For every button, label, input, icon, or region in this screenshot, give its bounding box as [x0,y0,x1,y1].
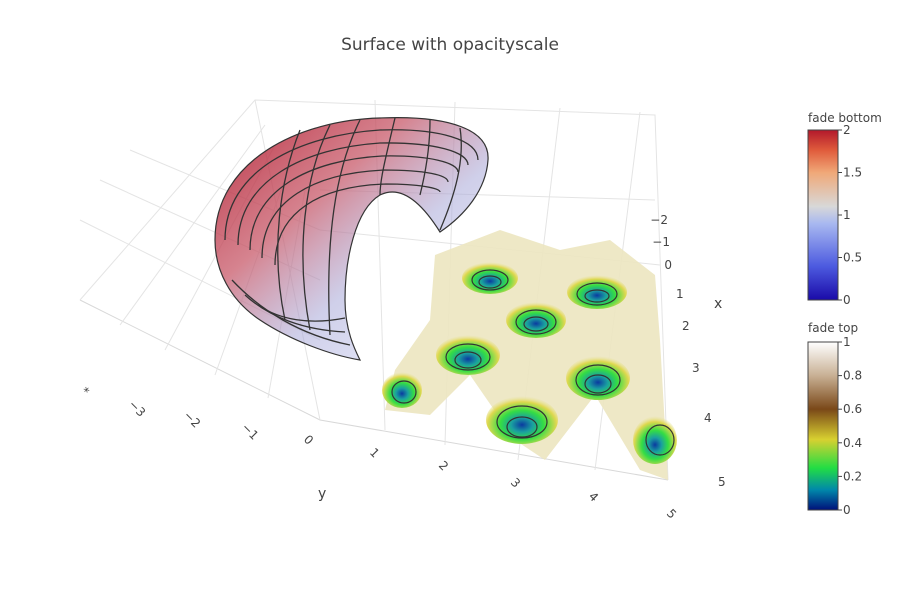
colorbar-tick-label: 0.5 [843,251,862,265]
y-tick-label: −1 [239,420,261,442]
x-tick-label: −1 [652,235,670,249]
torus-contours [224,117,479,346]
colorbar-tick-label: 1 [843,208,851,222]
y-tick-label: 0 [301,432,316,447]
colorbar-tick-label: 1.5 [843,166,862,180]
y-tick-label: * [78,384,92,398]
colorbar-tick-label: 0 [843,293,851,307]
y-axis-title: y [318,486,326,502]
chart-title: Surface with opacityscale [341,35,559,55]
x-tick-label: 0 [664,258,672,272]
x-axis-title: x [714,296,722,312]
colorbar-tick-label: 0.4 [843,436,862,450]
y-tick-label: 4 [586,489,601,504]
colorbar-bar [807,129,839,301]
x-tick-label: 3 [692,361,700,375]
y-tick-label: −3 [126,397,148,419]
colorbar-tick-label: 0.6 [843,402,862,416]
y-tick-label: 3 [508,475,523,490]
y-tick-label: 2 [436,458,451,473]
y-tick-label: 5 [664,506,679,521]
x-tick-label: −2 [650,213,668,227]
colorbar-fade-bottom: fade bottom 2 1.5 1 0.5 0 [807,111,882,307]
colorbar-tick-label: 0.2 [843,469,862,483]
x-tick-label: 5 [718,475,726,489]
x-tick-label: 1 [676,287,684,301]
colorbar-fade-top: fade top 1 0.8 0.6 0.4 0.2 0 [807,321,862,517]
x-tick-label: 4 [704,411,712,425]
colorbar-tick-label: 1 [843,335,851,349]
eggcrate-wells [382,262,677,464]
colorbar-tick-label: 0 [843,503,851,517]
y-axis-ticks: * −3 −2 −1 0 1 2 3 4 5 y [78,384,679,521]
torus-surface-shape [214,117,489,361]
eggcrate-contours [391,269,675,456]
surface-eggcrate[interactable] [382,230,677,480]
x-tick-label: 2 [682,319,690,333]
x-axis-ticks: −2 −1 0 1 2 3 4 5 x [650,213,725,489]
colorbar-tick-label: 2 [843,123,851,137]
surface-torus[interactable] [214,117,489,361]
colorbar-title: fade top [808,321,858,335]
colorbar-tick-label: 0.8 [843,369,862,383]
colorbar-bar [807,341,839,511]
y-tick-label: −2 [181,408,203,430]
colorbar-title: fade bottom [808,111,882,125]
y-tick-label: 1 [367,445,382,460]
